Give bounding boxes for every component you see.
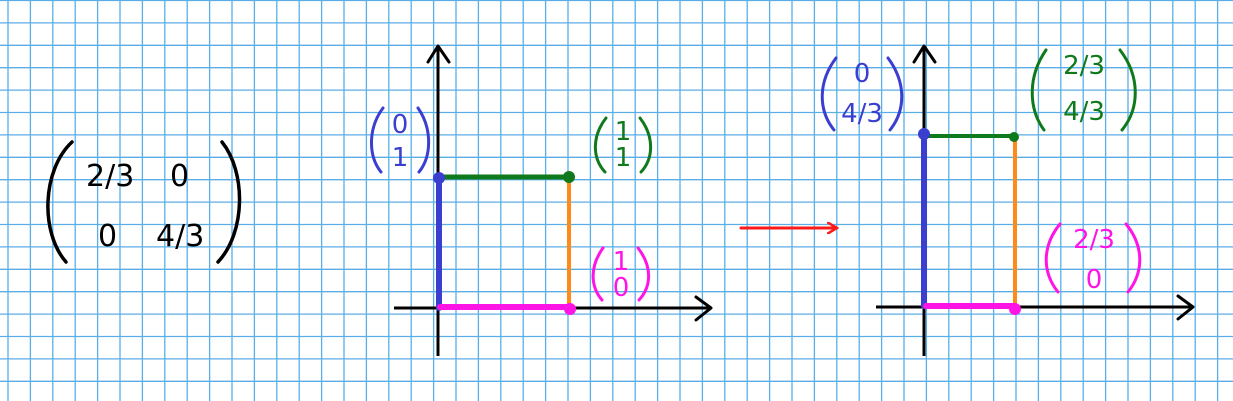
vector-label-2-3-4-3: 2/3 4/3 [1030, 48, 1137, 132]
vector-label-1-0: 1 0 [591, 246, 651, 303]
vector-label-0-1: 0 1 [370, 106, 431, 174]
svg-text:0: 0 [854, 59, 871, 89]
magenta-point-after [1009, 303, 1021, 315]
svg-text:4/3: 4/3 [1063, 97, 1105, 127]
matrix-a22: 4/3 [156, 219, 204, 254]
svg-text:1: 1 [615, 143, 632, 173]
x-axis-arrow-before [694, 295, 713, 322]
svg-text:1: 1 [613, 247, 630, 277]
y-axis-arrow-before [426, 44, 451, 64]
original-plot: 0 1 1 1 1 0 [370, 44, 713, 356]
magenta-point-before [564, 303, 576, 315]
vector-label-1-1: 1 1 [593, 116, 653, 174]
matrix-a21: 0 [98, 219, 117, 254]
svg-text:2/3: 2/3 [1073, 225, 1115, 255]
svg-text:1: 1 [392, 143, 409, 173]
blue-point-after [918, 128, 930, 140]
green-point-before [563, 171, 575, 183]
blue-point-before [433, 172, 445, 184]
svg-text:2/3: 2/3 [1063, 51, 1105, 81]
matrix-a12: 0 [170, 159, 189, 194]
svg-text:4/3: 4/3 [841, 99, 883, 129]
vector-label-2-3-0: 2/3 0 [1044, 222, 1142, 295]
transformed-plot: 0 4/3 2/3 4/3 2/3 0 [820, 44, 1195, 356]
matrix-left-bracket [46, 140, 74, 264]
x-axis-arrow-after [1176, 294, 1195, 321]
matrix-right-bracket [216, 140, 242, 264]
svg-text:0: 0 [613, 273, 630, 303]
svg-text:0: 0 [1086, 265, 1103, 295]
svg-text:0: 0 [392, 110, 409, 140]
transformation-matrix: 2/3 0 0 4/3 [46, 140, 242, 264]
green-point-after [1009, 132, 1019, 142]
vector-label-0-4-3: 0 4/3 [820, 56, 904, 132]
matrix-a11: 2/3 [86, 159, 134, 194]
y-axis-arrow-after [912, 44, 937, 64]
svg-text:1: 1 [615, 117, 632, 147]
